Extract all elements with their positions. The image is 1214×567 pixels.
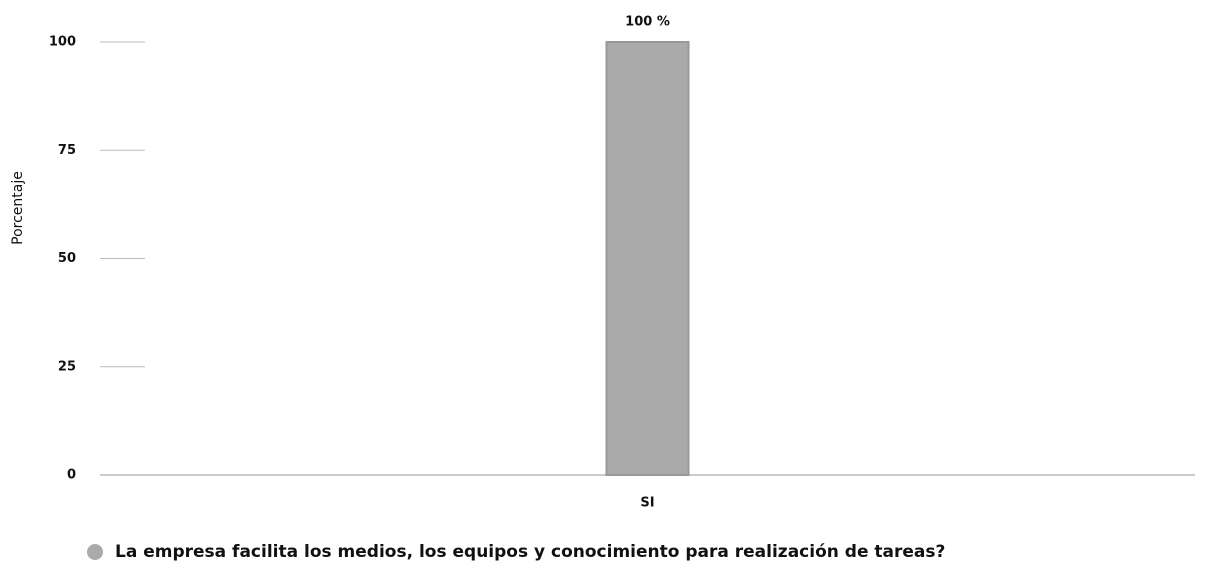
- y-tick-label: 50: [58, 251, 76, 266]
- y-tick-label: 25: [58, 359, 76, 374]
- y-tick-label: 75: [58, 143, 76, 158]
- y-tick-label: 0: [67, 468, 76, 483]
- x-tick-label: SI: [640, 496, 654, 511]
- value-label: 100 %: [625, 15, 670, 30]
- y-axis-label: Porcentaje: [10, 171, 26, 245]
- y-tick-label: 100: [49, 35, 76, 50]
- bar: [605, 41, 690, 476]
- legend-marker: [87, 544, 103, 560]
- legend-label: La empresa facilita los medios, los equi…: [115, 542, 945, 562]
